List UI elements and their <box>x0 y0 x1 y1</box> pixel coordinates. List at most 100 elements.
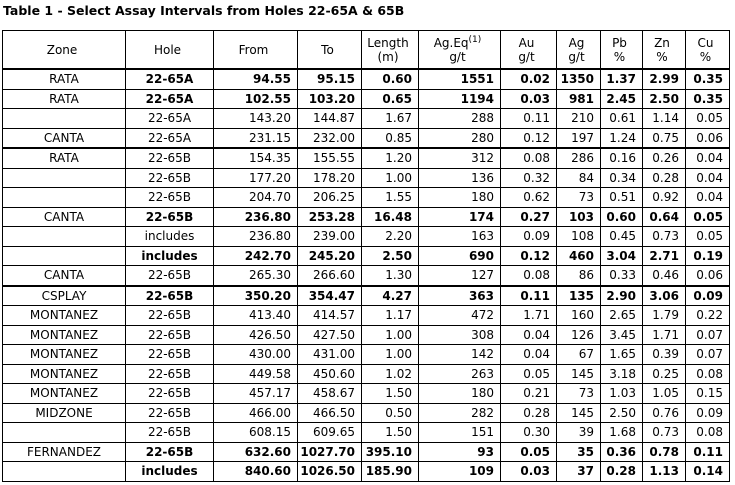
table-cell: 449.58 <box>213 363 298 384</box>
table-cell: 0.36 <box>600 441 643 462</box>
table-cell: 16.48 <box>361 206 419 227</box>
table-cell: 1.24 <box>600 127 643 149</box>
table-cell: 0.64 <box>642 206 686 227</box>
table-cell: 174 <box>418 206 501 227</box>
table-cell: 155.55 <box>297 147 362 169</box>
table-row: CSPLAY 22-65B 350.20 354.47 4.27 363 0.11 135 2.… <box>2 284 730 306</box>
table-row: 22-65B 204.70 206.25 1.55 180 0.62 73 0.51 0.92 0… <box>2 187 730 208</box>
table-cell: 0.35 <box>685 68 730 90</box>
table-cell: 210 <box>556 108 601 129</box>
table-cell: 0.11 <box>500 284 557 306</box>
header-text: % <box>699 49 712 64</box>
table-cell: 0.05 <box>500 363 557 384</box>
table-cell: 466.00 <box>213 402 298 423</box>
table-row: RATA 22-65A 102.55 103.20 0.65 1194 0.03 981 2.4… <box>2 88 730 109</box>
table-cell: 0.05 <box>685 108 730 129</box>
table-cell: 180 <box>418 383 501 404</box>
table-cell: 0.04 <box>685 167 730 188</box>
table-cell: 0.85 <box>361 127 419 149</box>
table-cell: 350.20 <box>213 284 298 306</box>
table-cell: 22-65B <box>125 167 214 188</box>
table-cell: 136 <box>418 167 501 188</box>
header-text: To <box>321 42 334 57</box>
header-text: Zn <box>654 35 670 50</box>
table-cell: 2.65 <box>600 305 643 326</box>
table-cell: 1.50 <box>361 422 419 443</box>
table-header: Zone Hole From To Length (m) Ag.Eq(1) g/t Au g/t A… <box>2 30 730 70</box>
table-cell: 609.65 <box>297 422 362 443</box>
table-cell: 0.11 <box>685 441 730 462</box>
table-cell <box>2 167 126 188</box>
table-cell: 102.55 <box>213 88 298 109</box>
table-cell: 0.25 <box>642 363 686 384</box>
table-cell: 312 <box>418 147 501 169</box>
table-cell: 2.50 <box>361 245 419 266</box>
header-cell: Au g/t <box>500 30 557 70</box>
table-row: RATA 22-65A 94.55 95.15 0.60 1551 0.02 1350 1.37… <box>2 68 730 90</box>
table-cell: 35 <box>556 441 601 462</box>
table-cell: 2.90 <box>600 284 643 306</box>
table-row: CANTA 22-65A 231.15 232.00 0.85 280 0.12 197 1.2… <box>2 127 730 149</box>
table-cell: 1.50 <box>361 383 419 404</box>
table-cell: 1.02 <box>361 363 419 384</box>
table-cell: 144.87 <box>297 108 362 129</box>
table-row: FERNANDEZ 22-65B 632.60 1027.70 395.10 93 0.05… <box>2 441 730 462</box>
table-cell: 0.14 <box>685 461 730 482</box>
table-cell: 1.14 <box>642 108 686 129</box>
table-cell: 395.10 <box>361 441 419 462</box>
table-cell: CANTA <box>2 206 126 227</box>
table-cell: 22-65A <box>125 88 214 109</box>
table-row: includes 840.60 1026.50 185.90 109 0.03 37 0.28… <box>2 461 730 482</box>
header-text: % <box>656 49 668 64</box>
header-cell: To <box>297 30 362 70</box>
header-text: Ag.Eq <box>433 35 469 50</box>
table-cell: 0.45 <box>600 226 643 247</box>
table-cell: 286 <box>556 147 601 169</box>
table-cell: 0.04 <box>500 344 557 365</box>
table-cell: 177.20 <box>213 167 298 188</box>
table-row: MIDZONE 22-65B 466.00 466.50 0.50 282 0.28 145 2… <box>2 402 730 423</box>
table-cell: 0.21 <box>500 383 557 404</box>
table-cell: 231.15 <box>213 127 298 149</box>
table-cell: 0.16 <box>600 147 643 169</box>
table-cell: MONTANEZ <box>2 383 126 404</box>
table-cell: 0.34 <box>600 167 643 188</box>
table-cell: 236.80 <box>213 226 298 247</box>
table-cell: 232.00 <box>297 127 362 149</box>
table-cell: 0.03 <box>500 88 557 109</box>
table-cell: 3.45 <box>600 324 643 345</box>
table-cell: 109 <box>418 461 501 482</box>
table-cell: 0.60 <box>361 68 419 90</box>
table-cell: 1.67 <box>361 108 419 129</box>
table-cell: 1194 <box>418 88 501 109</box>
table-cell: 0.32 <box>500 167 557 188</box>
table-cell: 37 <box>556 461 601 482</box>
table-cell: 108 <box>556 226 601 247</box>
table-cell: 22-65B <box>125 402 214 423</box>
table-cell: 2.71 <box>642 245 686 266</box>
assay-table: Zone Hole From To Length (m) Ag.Eq(1) g/t Au g/t A… <box>2 30 730 482</box>
table-cell: 103 <box>556 206 601 227</box>
table-cell: 1350 <box>556 68 601 90</box>
table-cell: 460 <box>556 245 601 266</box>
table-row: MONTANEZ 22-65B 457.17 458.67 1.50 180 0.21 73 1… <box>2 383 730 404</box>
table-body: RATA 22-65A 94.55 95.15 0.60 1551 0.02 1350 1.37… <box>2 68 730 482</box>
header-cell: From <box>213 30 298 70</box>
table-cell: 22-65B <box>125 265 214 286</box>
table-cell: includes <box>125 245 214 266</box>
table-cell: 2.20 <box>361 226 419 247</box>
table-cell: includes <box>125 226 214 247</box>
table-cell: 22-65B <box>125 422 214 443</box>
table-cell: 0.06 <box>685 127 730 149</box>
table-cell: 0.04 <box>500 324 557 345</box>
table-cell: 242.70 <box>213 245 298 266</box>
table-cell: 472 <box>418 305 501 326</box>
table-cell: 0.92 <box>642 187 686 208</box>
table-cell: 206.25 <box>297 187 362 208</box>
table-cell: CANTA <box>2 127 126 149</box>
table-cell: 95.15 <box>297 68 362 90</box>
header-text: g/t <box>518 49 535 64</box>
table-cell: FERNANDEZ <box>2 441 126 462</box>
table-cell: 2.50 <box>642 88 686 109</box>
table-cell: 126 <box>556 324 601 345</box>
